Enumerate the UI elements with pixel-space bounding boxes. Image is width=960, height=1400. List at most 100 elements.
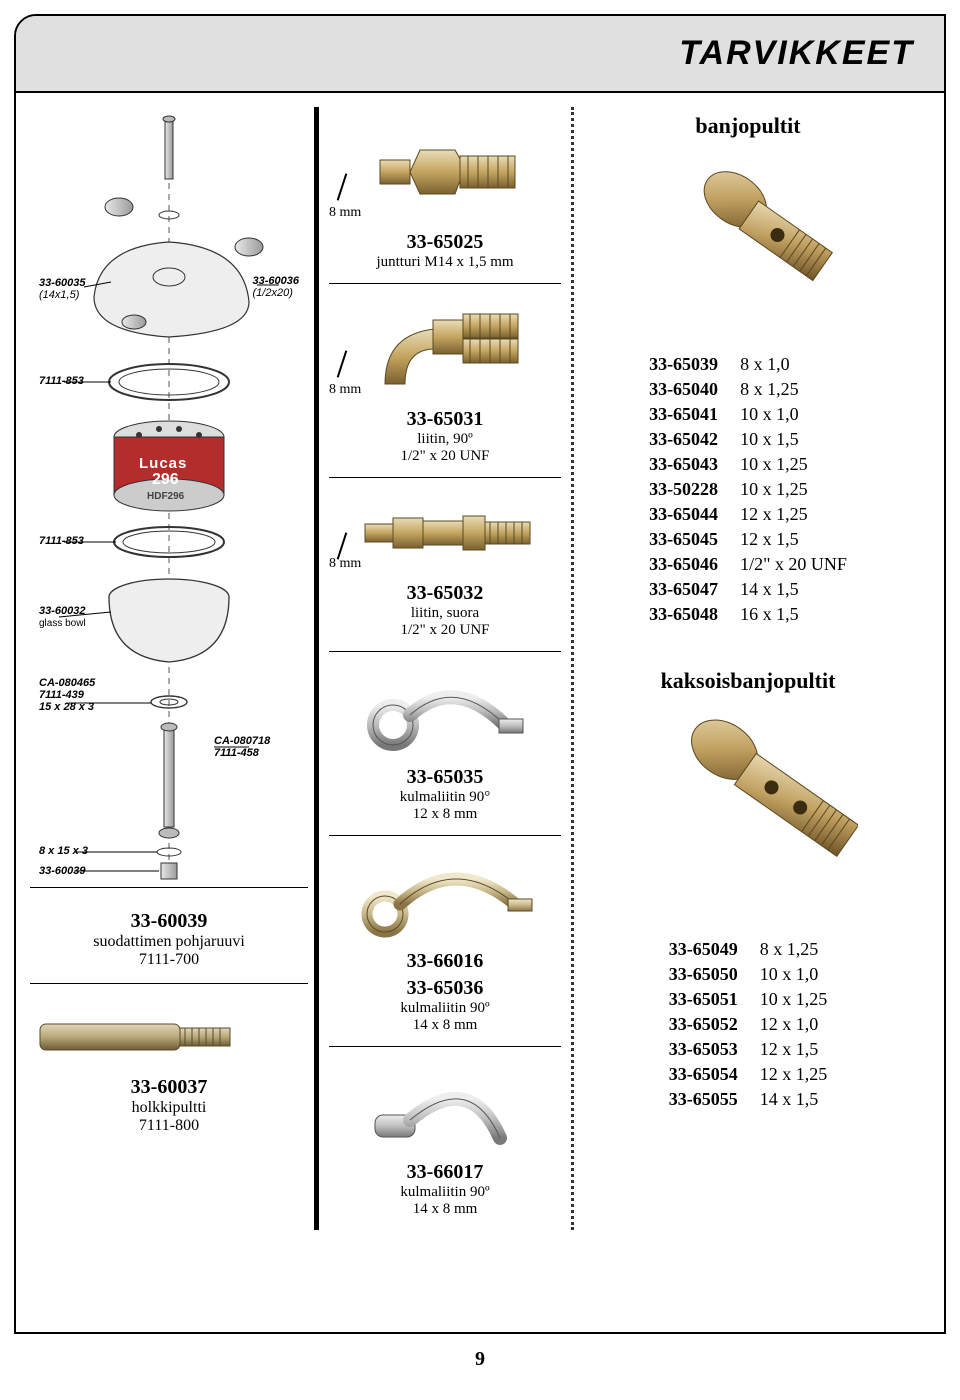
part-desc2: 12 x 8 mm	[329, 806, 561, 823]
exploded-diagram: 33-60035 (14x1,5) 33-60036 (1/2x20) 7111…	[39, 107, 299, 887]
spec-size: 12 x 1,5	[750, 1038, 838, 1061]
part-desc: liitin, 90º	[329, 431, 561, 448]
page-number: 9	[0, 1348, 960, 1371]
table-row: 33-6505010 x 1,0	[659, 963, 838, 986]
banjo-bolt-image	[648, 151, 848, 351]
table-row: 33-6504412 x 1,25	[639, 503, 857, 526]
mid-item-1: 8 mm 33-65031 liitin, 90º 1/2" x 20 UNF	[329, 284, 561, 478]
table-row: 33-6505110 x 1,25	[659, 988, 838, 1011]
spec-size: 10 x 1,0	[750, 963, 838, 986]
banjo-elbow-2-icon	[350, 849, 540, 944]
mid-item-2: 8 mm 33-65032 liitin, suora 1/2" x 20 UN…	[329, 478, 561, 652]
spec-partno: 33-65042	[639, 428, 728, 451]
part-no: 33-65032	[329, 582, 561, 605]
part-desc2: 1/2" x 20 UNF	[329, 622, 561, 639]
spec-partno: 33-65047	[639, 578, 728, 601]
spec-size: 1/2" x 20 UNF	[730, 553, 857, 576]
lbl-gasket1: CA-080465 7111-439 15 x 28 x 3	[39, 677, 95, 713]
left-column: 33-60035 (14x1,5) 33-60036 (1/2x20) 7111…	[24, 107, 314, 1230]
content-columns: 33-60035 (14x1,5) 33-60036 (1/2x20) 7111…	[16, 93, 944, 1230]
table-row: 33-6505312 x 1,5	[659, 1038, 838, 1061]
dim-label: 8 mm	[329, 205, 361, 221]
double-banjo-table: 33-650498 x 1,2533-6505010 x 1,033-65051…	[657, 936, 840, 1113]
table-row: 33-6504310 x 1,25	[639, 453, 857, 476]
part-no: 33-60039	[30, 910, 308, 933]
mid-item-5: 33-66017 kulmaliitin 90º 14 x 8 mm	[329, 1047, 561, 1230]
banjo-table: 33-650398 x 1,033-650408 x 1,2533-650411…	[637, 351, 859, 628]
table-row: 33-650398 x 1,0	[639, 353, 857, 376]
part-no: 33-65025	[329, 231, 561, 254]
spec-size: 10 x 1,0	[730, 403, 857, 426]
part-no-b: 33-65036	[329, 977, 561, 1000]
spec-size: 14 x 1,5	[750, 1088, 838, 1111]
spec-size: 10 x 1,5	[730, 428, 857, 451]
spec-size: 12 x 1,5	[730, 528, 857, 551]
part-desc2: 7111-700	[30, 951, 308, 969]
spec-size: 10 x 1,25	[730, 478, 857, 501]
lbl-filter-model: 296	[152, 471, 179, 489]
mid-item-3: 33-65035 kulmaliitin 90° 12 x 8 mm	[329, 652, 561, 836]
part-desc2: 14 x 8 mm	[329, 1017, 561, 1034]
lbl-washer: 8 x 15 x 3	[39, 845, 88, 857]
part-no: 33-60037	[30, 1076, 308, 1099]
spec-size: 8 x 1,0	[730, 353, 857, 376]
dim-label: 8 mm	[329, 556, 361, 572]
part-desc2: 14 x 8 mm	[329, 1201, 561, 1218]
lbl-glassbowl: 33-60032 glass bowl	[39, 605, 86, 629]
part-desc: kulmaliitin 90°	[329, 789, 561, 806]
table-row: 33-650408 x 1,25	[639, 378, 857, 401]
lbl-filter-brand: Lucas	[139, 455, 187, 472]
spec-partno: 33-65049	[659, 938, 748, 961]
part-desc2: 1/2" x 20 UNF	[329, 448, 561, 465]
spec-partno: 33-65039	[639, 353, 728, 376]
mid-item-4: 33-66016 33-65036 kulmaliitin 90º 14 x 8…	[329, 836, 561, 1047]
part-desc: juntturi M14 x 1,5 mm	[329, 254, 561, 271]
lbl-seal1: 7111-853	[39, 375, 84, 387]
table-row: 33-6504816 x 1,5	[639, 603, 857, 626]
spec-partno: 33-65044	[639, 503, 728, 526]
spec-size: 8 x 1,25	[730, 378, 857, 401]
lbl-top-right: 33-60036 (1/2x20)	[253, 275, 300, 299]
lbl-bottom-nut: 33-60039	[39, 865, 86, 877]
fitting-icon	[360, 122, 530, 222]
spec-partno: 33-65053	[659, 1038, 748, 1061]
straight-fitting-icon	[350, 498, 540, 568]
part-no: 33-65031	[329, 408, 561, 431]
spec-size: 16 x 1,5	[730, 603, 857, 626]
page-header: TARVIKKEET	[16, 16, 944, 93]
part-desc2: 7111-800	[30, 1117, 308, 1135]
page-title: TARVIKKEET	[46, 34, 914, 73]
spec-size: 8 x 1,25	[750, 938, 838, 961]
stud-icon	[30, 1002, 250, 1072]
spec-partno: 33-65048	[639, 603, 728, 626]
lbl-gasket2: CA-080718 7111-458	[214, 735, 270, 759]
spec-partno: 33-65045	[639, 528, 728, 551]
table-row: 33-650498 x 1,25	[659, 938, 838, 961]
spec-size: 14 x 1,5	[730, 578, 857, 601]
table-row: 33-6504210 x 1,5	[639, 428, 857, 451]
table-row: 33-5022810 x 1,25	[639, 478, 857, 501]
part-desc: kulmaliitin 90º	[329, 1000, 561, 1017]
catalog-page: TARVIKKEET	[14, 14, 946, 1334]
spec-partno: 33-65046	[639, 553, 728, 576]
spec-partno: 33-65050	[659, 963, 748, 986]
spec-partno: 33-65054	[659, 1063, 748, 1086]
part-no: 33-65035	[329, 766, 561, 789]
table-row: 33-6505212 x 1,0	[659, 1013, 838, 1036]
lbl-filter-code: HDF296	[147, 491, 184, 502]
part-no: 33-66016	[329, 950, 561, 973]
spec-size: 10 x 1,25	[730, 453, 857, 476]
left-item-1: 33-60037 holkkipultti 7111-800	[30, 984, 308, 1149]
left-item-0: 33-60039 suodattimen pohjaruuvi 7111-700	[30, 887, 308, 984]
part-desc: kulmaliitin 90º	[329, 1184, 561, 1201]
part-no: 33-66017	[329, 1161, 561, 1184]
part-desc: holkkipultti	[30, 1099, 308, 1117]
part-desc: suodattimen pohjaruuvi	[30, 933, 308, 951]
table-row: 33-6505514 x 1,5	[659, 1088, 838, 1111]
middle-column: 8 mm 33-65025 juntturi M14 x 1,5 mm	[314, 107, 574, 1230]
elbow-pipe-icon	[360, 1060, 530, 1155]
banjo-elbow-icon	[355, 665, 535, 760]
spec-size: 12 x 1,25	[750, 1063, 838, 1086]
double-banjo-bolt-image	[638, 706, 858, 936]
banjo-title: banjopultit	[695, 113, 800, 139]
